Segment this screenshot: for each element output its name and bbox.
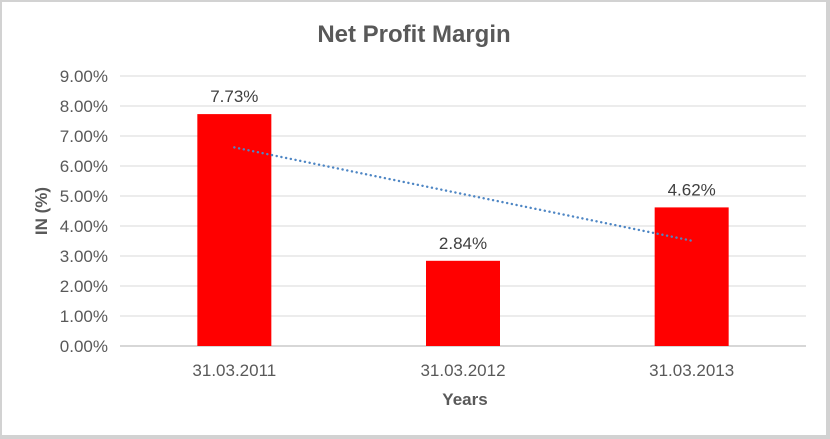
y-tick-label: 0.00%	[60, 337, 108, 356]
bar-data-label: 4.62%	[668, 180, 716, 199]
trendline	[233, 146, 693, 242]
x-category-label: 31.03.2012	[420, 361, 505, 380]
y-tick-label: 6.00%	[60, 157, 108, 176]
x-category-label: 31.03.2011	[192, 361, 276, 380]
bar-data-label: 2.84%	[439, 234, 487, 253]
bar	[197, 114, 272, 346]
y-tick-label: 4.00%	[60, 217, 108, 236]
y-tick-label: 9.00%	[60, 67, 108, 86]
y-tick-label: 8.00%	[60, 97, 108, 116]
chart-title: Net Profit Margin	[317, 21, 511, 48]
chart-plot: 0.00% 1.00% 2.00% 3.00% 4.00% 5.00% 6.00% 7.00%…	[60, 67, 806, 380]
y-tick-label: 7.00%	[60, 127, 108, 146]
y-tick-label: 2.00%	[60, 277, 108, 296]
y-tick-label: 3.00%	[60, 247, 108, 266]
bar-data-label: 7.73%	[210, 87, 258, 106]
bar	[426, 260, 500, 346]
y-tick-label: 5.00%	[60, 187, 108, 206]
x-category-label: 31.03.2013	[649, 361, 734, 380]
bar	[654, 207, 729, 346]
x-axis-title: Years	[442, 390, 488, 409]
y-tick-label: 1.00%	[60, 307, 108, 326]
